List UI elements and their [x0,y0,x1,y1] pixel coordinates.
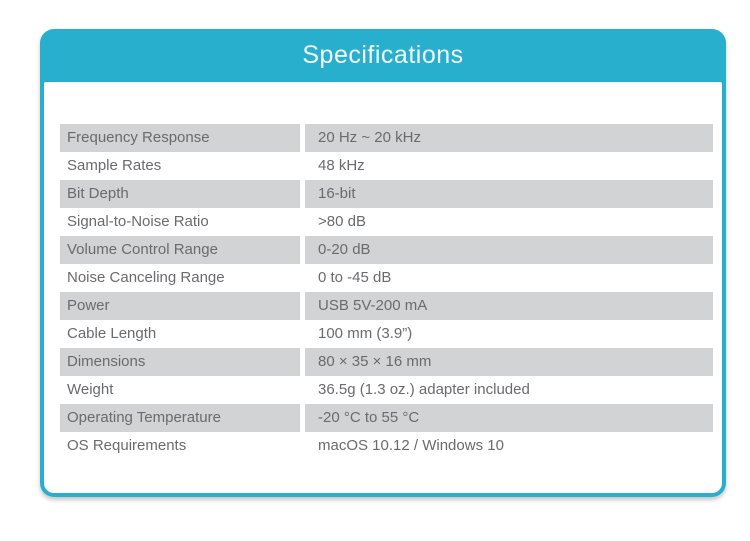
card-header: Specifications [40,29,726,82]
spec-row: OS Requirements macOS 10.12 / Windows 10 [60,432,713,460]
spec-value: 20 Hz ~ 20 kHz [305,124,713,152]
spec-row: Power USB 5V-200 mA [60,292,713,320]
spec-value: 0-20 dB [305,236,713,264]
spec-row: Signal-to-Noise Ratio >80 dB [60,208,713,236]
spec-row: Cable Length 100 mm (3.9”) [60,320,713,348]
spec-row: Operating Temperature -20 °C to 55 °C [60,404,713,432]
spec-value: macOS 10.12 / Windows 10 [318,437,504,454]
spec-row: Bit Depth 16-bit [60,180,713,208]
spec-label: Dimensions [60,348,300,376]
spec-value: USB 5V-200 mA [305,292,713,320]
spec-row: Sample Rates 48 kHz [60,152,713,180]
spec-row: Dimensions 80 × 35 × 16 mm [60,348,713,376]
spec-value: 100 mm (3.9”) [318,325,413,342]
spec-value: >80 dB [318,213,366,230]
spec-label: Weight [67,381,114,398]
spec-label: Volume Control Range [60,236,300,264]
spec-label: OS Requirements [67,437,187,454]
spec-value: -20 °C to 55 °C [305,404,713,432]
card-title: Specifications [302,41,464,69]
spec-value: 80 × 35 × 16 mm [305,348,713,376]
spec-label: Sample Rates [67,157,162,174]
spec-label: Signal-to-Noise Ratio [67,213,209,230]
spec-row: Weight 36.5g (1.3 oz.) adapter included [60,376,713,404]
spec-value: 0 to -45 dB [318,269,392,286]
specifications-card: Specifications Frequency Response 20 Hz … [40,29,726,497]
spec-row: Noise Canceling Range 0 to -45 dB [60,264,713,292]
spec-label: Frequency Response [60,124,300,152]
card-body: Frequency Response 20 Hz ~ 20 kHz Sample… [44,82,722,493]
spec-label: Operating Temperature [60,404,300,432]
spec-row: Volume Control Range 0-20 dB [60,236,713,264]
spec-label: Bit Depth [60,180,300,208]
spec-label: Cable Length [67,325,157,342]
spec-value: 16-bit [305,180,713,208]
spec-label: Noise Canceling Range [67,269,225,286]
spec-value: 36.5g (1.3 oz.) adapter included [318,381,530,398]
spec-table: Frequency Response 20 Hz ~ 20 kHz Sample… [60,124,713,460]
spec-label: Power [60,292,300,320]
spec-row: Frequency Response 20 Hz ~ 20 kHz [60,124,713,152]
spec-value: 48 kHz [318,157,365,174]
